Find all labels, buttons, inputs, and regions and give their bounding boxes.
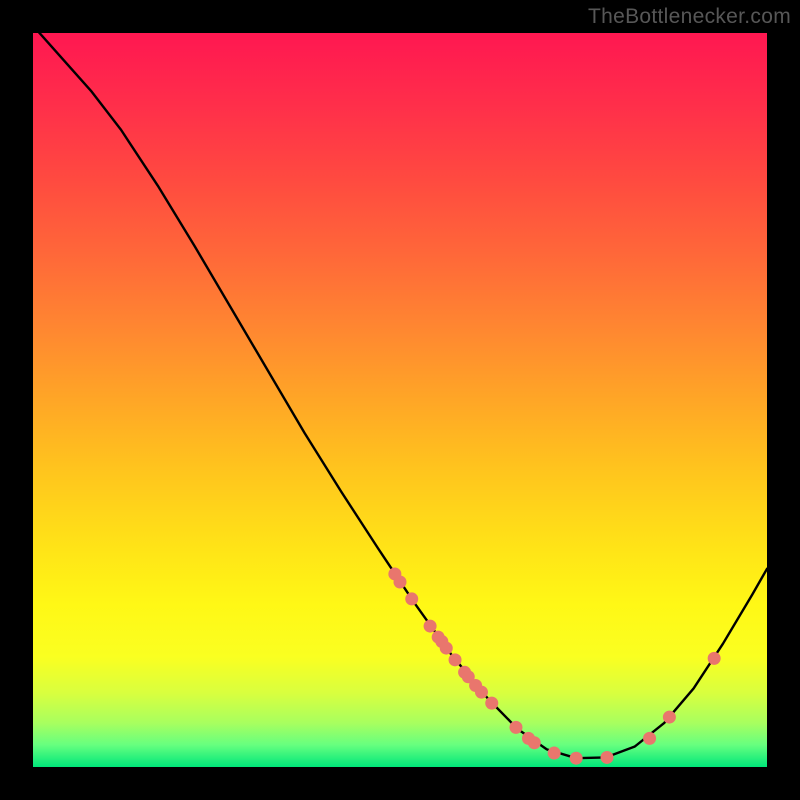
- data-marker: [528, 736, 541, 749]
- data-marker: [440, 642, 453, 655]
- data-marker: [449, 653, 462, 666]
- curve-svg: [33, 33, 767, 767]
- data-marker: [405, 592, 418, 605]
- data-marker: [600, 751, 613, 764]
- watermark-label: TheBottlenecker.com: [588, 5, 791, 29]
- plot-area: [33, 33, 767, 767]
- data-marker: [509, 721, 522, 734]
- bottleneck-curve: [33, 33, 767, 758]
- data-marker: [475, 686, 488, 699]
- data-marker: [708, 652, 721, 665]
- data-marker: [570, 752, 583, 765]
- data-marker: [663, 711, 676, 724]
- data-marker: [424, 620, 437, 633]
- data-marker: [485, 697, 498, 710]
- data-marker: [394, 576, 407, 589]
- chart-frame: TheBottlenecker.com: [0, 0, 800, 800]
- data-marker: [548, 747, 561, 760]
- data-marker: [643, 732, 656, 745]
